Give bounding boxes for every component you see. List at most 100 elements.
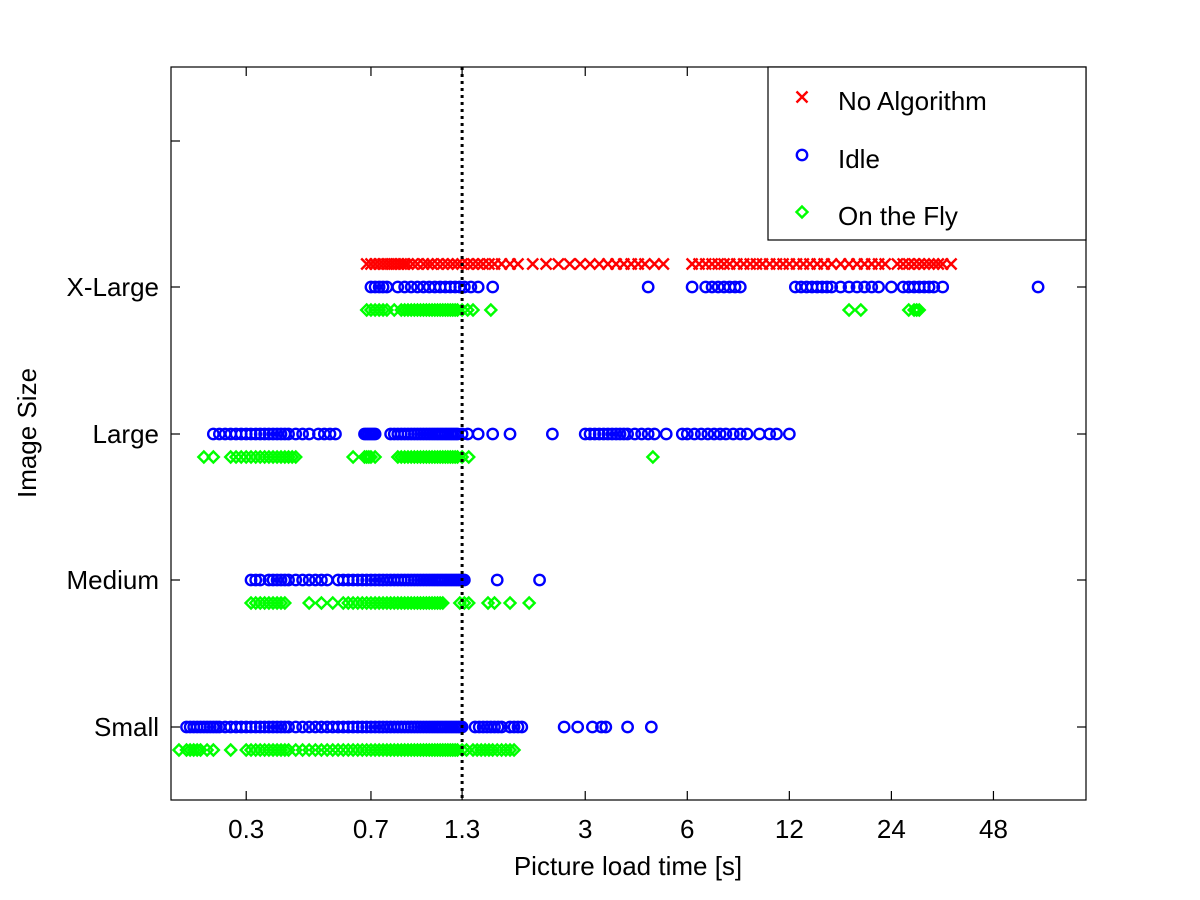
- data-point-on-the-fly: [912, 302, 927, 318]
- data-point-idle: [253, 720, 267, 734]
- x-tick-label-0-7: 0.7: [353, 814, 389, 844]
- data-point-idle: [592, 427, 606, 441]
- x-tick-label-1-3: 1.3: [444, 814, 480, 844]
- data-point-on-the-fly: [363, 449, 379, 465]
- y-axis-title: Image Size: [12, 368, 42, 498]
- data-point-no-algorithm: [401, 257, 415, 271]
- data-point-no-algorithm: [902, 257, 916, 271]
- data-point-no-algorithm: [431, 257, 444, 271]
- series-on-the-fly: [171, 302, 927, 758]
- data-point-idle: [360, 573, 374, 587]
- data-point-on-the-fly: [336, 742, 351, 758]
- data-point-idle: [588, 427, 602, 441]
- data-point-idle: [659, 427, 673, 441]
- x-axis: 0.3 0.7 1.3 3 6 12 24 48: [228, 67, 1008, 844]
- data-point-on-the-fly: [345, 595, 361, 611]
- data-point-on-the-fly: [228, 449, 244, 465]
- data-point-idle: [507, 720, 521, 734]
- data-point-idle: [296, 427, 310, 441]
- data-point-idle: [713, 427, 727, 441]
- data-point-no-algorithm: [638, 257, 652, 271]
- data-point-idle: [495, 720, 509, 734]
- data-point-idle: [763, 427, 777, 441]
- data-point-idle: [825, 280, 839, 294]
- data-point-idle: [503, 720, 517, 734]
- data-point-idle: [249, 427, 263, 441]
- x-tick-label-0-3: 0.3: [228, 814, 264, 844]
- data-point-no-algorithm: [878, 257, 892, 271]
- data-point-idle: [628, 427, 642, 441]
- data-point-idle: [282, 573, 295, 587]
- data-point-idle: [605, 427, 619, 441]
- data-point-no-algorithm: [717, 257, 731, 271]
- data-point-idle: [927, 280, 941, 294]
- data-point-no-algorithm: [446, 257, 460, 271]
- data-point-on-the-fly: [502, 742, 518, 758]
- data-point-on-the-fly: [325, 595, 340, 611]
- data-point-idle: [707, 427, 721, 441]
- data-point-on-the-fly: [196, 449, 212, 465]
- data-point-on-the-fly: [206, 742, 221, 758]
- data-point-no-algorithm: [451, 257, 464, 271]
- data-point-no-algorithm: [907, 257, 921, 271]
- data-point-on-the-fly: [450, 449, 465, 465]
- data-point-idle: [740, 427, 754, 441]
- data-point-no-algorithm: [931, 257, 945, 271]
- data-point-idle: [635, 427, 649, 441]
- series-layer: [171, 257, 1045, 758]
- data-point-no-algorithm: [539, 257, 553, 271]
- data-point-no-algorithm: [917, 257, 931, 271]
- x-tick-label-24: 24: [877, 814, 906, 844]
- data-point-on-the-fly: [239, 449, 254, 465]
- data-point-idle: [323, 427, 337, 441]
- data-point-idle: [701, 427, 715, 441]
- data-point-on-the-fly: [853, 302, 869, 318]
- legend-box: [767, 66, 1087, 241]
- data-point-idle: [309, 573, 322, 587]
- data-point-no-algorithm: [511, 257, 525, 271]
- legend-label-on-the-fly: On the Fly: [838, 201, 958, 231]
- series-no-algorithm: [360, 257, 958, 271]
- data-point-on-the-fly: [450, 302, 465, 318]
- data-point-idle: [253, 573, 267, 587]
- data-point-idle: [262, 427, 276, 441]
- data-point-idle: [922, 280, 936, 294]
- data-point-idle: [641, 427, 655, 441]
- data-point-idle: [719, 427, 733, 441]
- legend-marker-idle: [795, 148, 809, 162]
- data-point-idle: [865, 280, 879, 294]
- data-point-on-the-fly: [301, 595, 317, 611]
- data-point-idle: [872, 280, 885, 294]
- data-point-no-algorithm: [436, 257, 450, 271]
- data-point-idle: [834, 280, 848, 294]
- data-point-on-the-fly: [506, 742, 522, 758]
- data-point-idle: [351, 720, 365, 734]
- data-point-idle: [1031, 280, 1045, 294]
- data-point-idle: [511, 720, 525, 734]
- data-point-idle: [770, 427, 783, 441]
- data-point-idle: [468, 720, 482, 734]
- data-point-idle: [249, 573, 263, 587]
- y-tick-label-medium: Medium: [67, 565, 159, 595]
- data-point-on-the-fly: [330, 742, 346, 758]
- data-point-idle: [206, 427, 220, 441]
- data-point-idle: [289, 427, 303, 441]
- data-point-no-algorithm: [421, 257, 435, 271]
- data-point-no-algorithm: [466, 257, 480, 271]
- data-point-idle: [503, 427, 517, 441]
- data-point-idle: [599, 720, 613, 734]
- legend: No Algorithm Idle On the Fly: [767, 66, 1087, 241]
- data-point-idle: [351, 573, 365, 587]
- data-point-on-the-fly: [336, 595, 351, 611]
- data-point-on-the-fly: [319, 742, 335, 758]
- data-point-idle: [302, 573, 316, 587]
- data-point-idle: [728, 280, 742, 294]
- data-point-idle: [486, 280, 500, 294]
- data-point-no-algorithm: [583, 257, 597, 271]
- data-point-on-the-fly: [483, 302, 499, 318]
- data-point-idle: [355, 573, 369, 587]
- data-point-no-algorithm: [441, 257, 455, 271]
- data-point-idle: [296, 573, 310, 587]
- data-point-idle: [296, 720, 310, 734]
- data-point-idle: [398, 280, 412, 294]
